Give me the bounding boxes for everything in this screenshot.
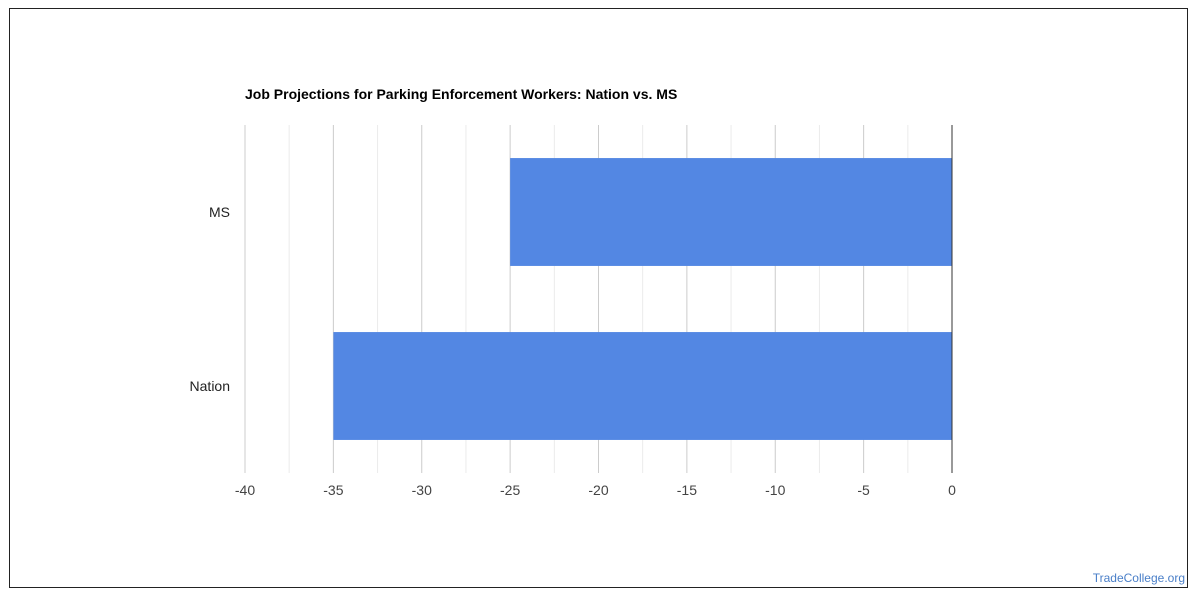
- category-label-nation: Nation: [190, 378, 230, 394]
- bar-ms: [510, 158, 952, 266]
- x-tick-label: -25: [500, 482, 520, 498]
- x-tick-label: -35: [323, 482, 343, 498]
- labels: MS Nation -40 -35 -30 -25 -20 -15 -10 -5 0: [190, 204, 957, 498]
- bar-nation: [333, 332, 952, 440]
- bars: [333, 158, 952, 440]
- x-tick-label: -5: [857, 482, 870, 498]
- category-label-ms: MS: [209, 204, 230, 220]
- x-tick-label: -40: [235, 482, 255, 498]
- x-tick-label: -20: [588, 482, 608, 498]
- x-tick-label: -30: [412, 482, 432, 498]
- watermark: TradeCollege.org: [1092, 571, 1185, 585]
- x-tick-label: 0: [948, 482, 956, 498]
- x-tick-label: -10: [765, 482, 785, 498]
- x-tick-label: -15: [677, 482, 697, 498]
- chart-title: Job Projections for Parking Enforcement …: [245, 86, 678, 102]
